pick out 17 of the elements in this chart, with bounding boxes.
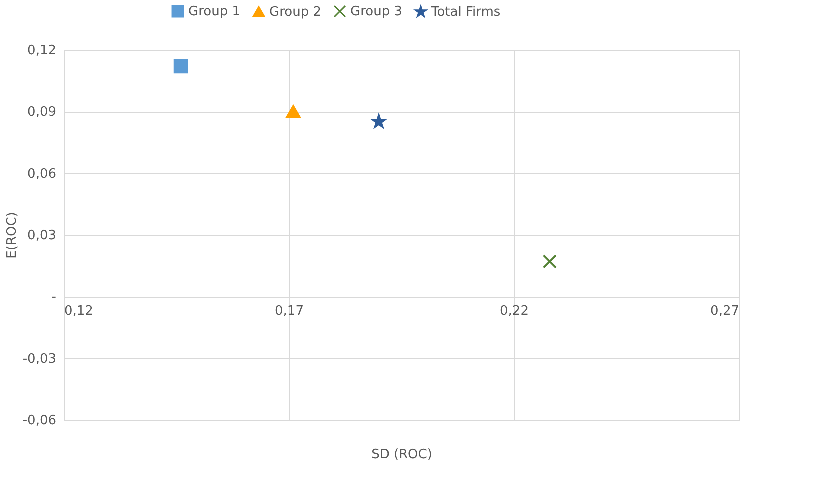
y-tick-label: 0,09: [28, 105, 56, 120]
x-tick-label: 0,17: [275, 304, 304, 320]
y-axis-title: E(ROC): [4, 212, 20, 259]
legend-label: Group 2: [270, 4, 322, 20]
x-tick-label: 0,22: [500, 304, 529, 320]
y-tick-label: 0,12: [28, 44, 56, 58]
x-tick-label: 0,27: [710, 304, 740, 320]
y-tick-label: -0,06: [22, 414, 56, 428]
y-tick-label: 0,03: [28, 228, 56, 244]
legend-label: Total Firms: [430, 5, 501, 20]
y-tick-label: 0,06: [28, 166, 56, 182]
legend-label: Group 1: [188, 4, 240, 20]
x-axis-title: SD (ROC): [372, 448, 432, 462]
legend-label: Group 3: [350, 4, 402, 20]
x-tick-label: 0,12: [64, 304, 94, 320]
y-tick-label: -: [52, 290, 57, 306]
y-tick-label: -0,03: [22, 352, 56, 367]
